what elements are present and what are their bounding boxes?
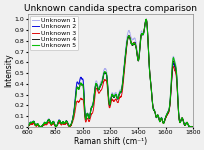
Legend: Unknown 1, Unknown 2, Unknown 3, Unknown 4, Unknown 5: Unknown 1, Unknown 2, Unknown 3, Unknown… (30, 16, 78, 50)
Unknown 1 (191, 126, 193, 128)
Line: Unknown 1: Unknown 1 (28, 19, 192, 127)
Unknown 4 (144, 18, 147, 20)
Unknown 1 (116, 95, 119, 97)
Unknown 4 (49, 120, 51, 122)
Unknown 5 (27, 126, 29, 128)
Unknown 5 (116, 97, 119, 99)
Unknown 5 (191, 126, 193, 128)
Unknown 4 (113, 95, 115, 97)
Unknown 4 (27, 126, 29, 127)
Unknown 5 (39, 126, 41, 128)
Unknown 5 (98, 87, 100, 89)
Unknown 1 (49, 120, 51, 122)
Unknown 4 (82, 91, 84, 92)
Unknown 3 (82, 103, 84, 105)
Unknown 5 (49, 120, 51, 122)
Y-axis label: Intensity: Intensity (4, 54, 13, 87)
Unknown 2 (191, 126, 193, 128)
Unknown 3 (191, 126, 193, 128)
Unknown 5 (82, 91, 84, 93)
Unknown 4 (116, 97, 119, 99)
Line: Unknown 3: Unknown 3 (28, 19, 192, 127)
Unknown 3 (39, 126, 41, 128)
Unknown 2 (39, 126, 41, 128)
Unknown 5 (144, 18, 147, 20)
Unknown 1 (27, 125, 29, 127)
Unknown 1 (54, 125, 57, 127)
Unknown 4 (39, 126, 41, 128)
Line: Unknown 2: Unknown 2 (28, 19, 192, 127)
Line: Unknown 4: Unknown 4 (28, 19, 192, 127)
Unknown 5 (54, 125, 57, 127)
Unknown 3 (27, 126, 29, 127)
Unknown 2 (98, 87, 100, 89)
Unknown 3 (49, 122, 51, 124)
Line: Unknown 5: Unknown 5 (28, 19, 192, 127)
Unknown 3 (54, 126, 57, 127)
Unknown 2 (49, 120, 51, 122)
Unknown 5 (113, 95, 115, 96)
Unknown 1 (98, 84, 100, 86)
Unknown 4 (98, 87, 100, 88)
Unknown 2 (144, 18, 147, 20)
Unknown 4 (54, 125, 57, 127)
Unknown 2 (27, 126, 29, 127)
Unknown 2 (54, 125, 57, 127)
Unknown 2 (113, 95, 115, 97)
Unknown 1 (144, 18, 147, 20)
Unknown 3 (116, 101, 119, 103)
Unknown 3 (144, 18, 147, 20)
Unknown 1 (39, 126, 42, 128)
X-axis label: Raman shift (cm⁻¹): Raman shift (cm⁻¹) (74, 137, 146, 146)
Title: Unknown candida spectra comparison: Unknown candida spectra comparison (24, 4, 196, 13)
Unknown 1 (113, 93, 115, 95)
Unknown 4 (191, 126, 193, 128)
Unknown 2 (82, 85, 84, 87)
Unknown 2 (116, 97, 119, 99)
Unknown 3 (98, 91, 100, 93)
Unknown 3 (113, 99, 115, 101)
Unknown 1 (82, 86, 84, 88)
